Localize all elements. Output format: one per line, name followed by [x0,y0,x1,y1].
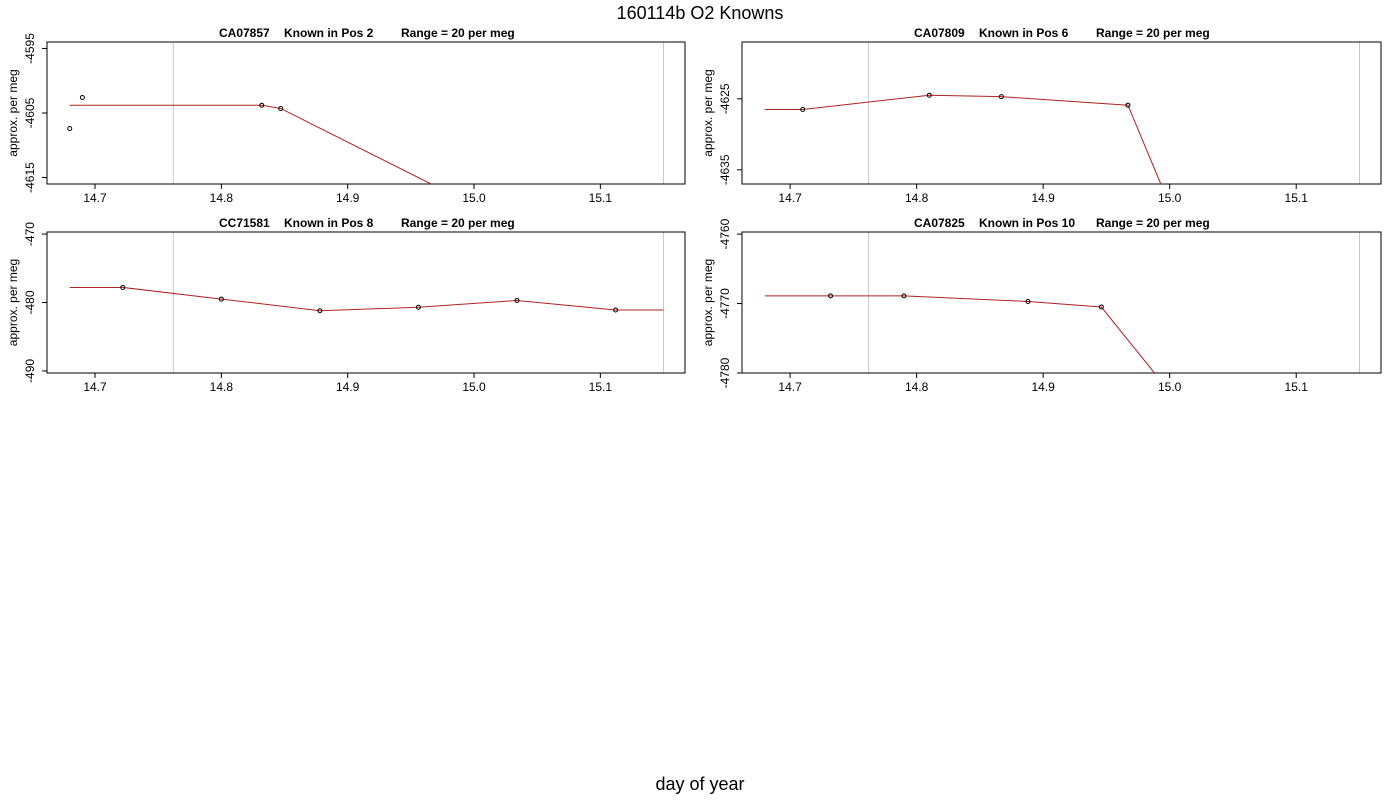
panel-2: CA07809 Known in Pos 6 Range = 20 per meg 1… [701,26,1382,205]
x-axis-label: day of year [655,774,745,794]
fit-line [69,104,432,184]
y-tick-label: -4625 [718,83,732,114]
panel-title-part: Known in Pos 10 [979,216,1075,230]
panel-4: CA07825 Known in Pos 10 Range = 20 per meg… [701,216,1382,394]
panel-title-part: Range = 20 per meg [401,26,515,40]
x-tick-label: 15.1 [589,380,613,394]
x-tick-label: 14.9 [336,380,360,394]
data-point [901,293,907,299]
x-tick-label: 15.0 [1158,380,1182,394]
panel-1: CA07857 Known in Pos 2 Range = 20 per meg 1… [6,26,686,205]
fit-line [69,286,664,312]
x-tick-label: 15.0 [462,191,486,205]
data-point [1025,298,1031,304]
data-layer [69,284,664,314]
x-tick-label: 14.9 [336,191,360,205]
x-tick-label: 14.8 [210,380,234,394]
y-tick-label: -4595 [23,33,37,64]
y-tick-label: -470 [23,222,37,246]
data-point [926,92,932,98]
data-point [79,95,85,101]
panel-title-part: Known in Pos 2 [284,26,374,40]
panel-3: CC71581 Known in Pos 8 Range = 20 per meg 1… [6,216,686,394]
x-tick-label: 15.1 [1285,191,1309,205]
data-point [415,304,421,310]
panel-title-part: Known in Pos 8 [284,216,374,230]
data-point [828,293,834,299]
x-tick-label: 14.7 [778,191,802,205]
x-tick-label: 14.8 [905,191,929,205]
data-point [278,105,284,111]
plot-frame [46,231,686,374]
y-axis-label: approx. per meg [701,69,715,156]
x-tick-label: 14.9 [1031,380,1055,394]
plot-frame [741,231,1382,374]
x-tick-label: 14.7 [83,191,107,205]
y-tick-label: -4770 [718,288,732,319]
plot-frame [741,41,1382,185]
page-title: 160114b O2 Knowns [616,3,784,23]
x-tick-label: 14.8 [210,191,234,205]
x-tick-label: 14.8 [905,380,929,394]
fit-line [764,295,1155,373]
panel-title-part: Range = 20 per meg [401,216,515,230]
y-tick-label: -4615 [23,162,37,193]
data-point [67,125,73,131]
data-point [259,102,265,108]
y-axis-label: approx. per meg [6,69,20,156]
panel-title-part: Known in Pos 6 [979,26,1069,40]
x-tick-label: 14.7 [83,380,107,394]
data-layer [764,293,1155,373]
y-tick-label: -4605 [23,97,37,128]
data-point [120,284,126,290]
x-tick-label: 14.9 [1031,191,1055,205]
data-point [317,308,323,314]
x-tick-label: 15.1 [589,191,613,205]
data-layer [67,95,432,184]
x-tick-label: 14.7 [778,380,802,394]
y-tick-label: -4635 [718,154,732,185]
y-tick-label: -4760 [718,218,732,249]
y-tick-label: -490 [23,359,37,383]
panel-title-part: CA07857 [219,26,270,40]
data-point [998,94,1004,100]
data-point [1098,304,1104,310]
x-tick-label: 15.1 [1285,380,1309,394]
y-tick-label: -4780 [718,357,732,388]
data-point [218,296,224,302]
x-tick-label: 15.0 [462,380,486,394]
panel-title-part: CA07825 [914,216,965,230]
panel-title-part: Range = 20 per meg [1096,26,1210,40]
panel-title-part: Range = 20 per meg [1096,216,1210,230]
x-tick-label: 15.0 [1158,191,1182,205]
data-layer [764,92,1162,184]
fit-line [764,94,1162,184]
y-tick-label: -480 [23,290,37,314]
plot-frame [46,41,686,185]
data-point [800,106,806,112]
data-point [1125,102,1131,108]
panel-title-part: CC71581 [219,216,270,230]
y-axis-label: approx. per meg [701,259,715,346]
data-point [613,307,619,313]
y-axis-label: approx. per meg [6,259,20,346]
panel-title-part: CA07809 [914,26,965,40]
data-point [514,297,520,303]
